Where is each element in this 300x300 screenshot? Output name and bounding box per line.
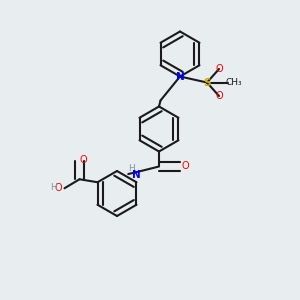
Text: H: H bbox=[50, 182, 56, 191]
Text: N: N bbox=[132, 170, 141, 180]
Text: O: O bbox=[215, 91, 223, 101]
Text: S: S bbox=[203, 77, 211, 88]
Text: N: N bbox=[176, 71, 184, 82]
Text: O: O bbox=[215, 64, 223, 74]
Text: H: H bbox=[129, 164, 135, 173]
Text: CH₃: CH₃ bbox=[225, 78, 242, 87]
Text: O: O bbox=[182, 161, 189, 172]
Text: O: O bbox=[54, 183, 62, 193]
Text: O: O bbox=[79, 155, 87, 165]
